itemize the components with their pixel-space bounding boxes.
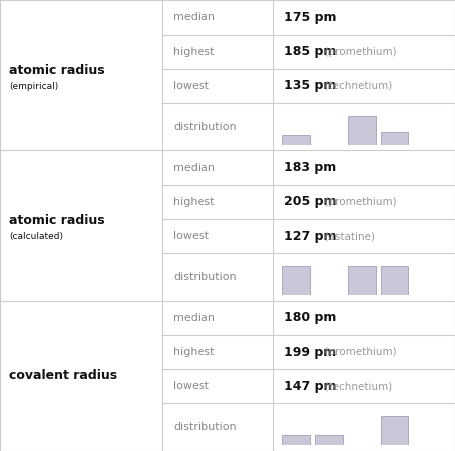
Text: (astatine): (astatine) bbox=[318, 231, 375, 241]
Text: (technetium): (technetium) bbox=[318, 381, 392, 391]
Text: 175 pm: 175 pm bbox=[284, 11, 337, 24]
Text: 147 pm: 147 pm bbox=[284, 380, 337, 393]
Text: atomic radius: atomic radius bbox=[9, 215, 105, 227]
Text: (technetium): (technetium) bbox=[318, 81, 392, 91]
Text: 183 pm: 183 pm bbox=[284, 161, 337, 174]
Text: lowest: lowest bbox=[173, 231, 209, 241]
Text: distribution: distribution bbox=[173, 422, 237, 432]
Text: median: median bbox=[173, 12, 215, 23]
Text: covalent radius: covalent radius bbox=[9, 369, 117, 382]
Text: 180 pm: 180 pm bbox=[284, 311, 337, 324]
Text: 127 pm: 127 pm bbox=[284, 230, 337, 243]
Text: (promethium): (promethium) bbox=[318, 347, 397, 357]
Text: lowest: lowest bbox=[173, 81, 209, 91]
Text: median: median bbox=[173, 162, 215, 173]
Text: highest: highest bbox=[173, 46, 214, 57]
Text: (empirical): (empirical) bbox=[9, 82, 58, 91]
Text: (promethium): (promethium) bbox=[318, 46, 397, 57]
Text: (calculated): (calculated) bbox=[9, 232, 63, 241]
Text: atomic radius: atomic radius bbox=[9, 64, 105, 77]
Text: 205 pm: 205 pm bbox=[284, 195, 337, 208]
Text: 185 pm: 185 pm bbox=[284, 45, 337, 58]
Text: lowest: lowest bbox=[173, 381, 209, 391]
Text: (promethium): (promethium) bbox=[318, 197, 397, 207]
Text: distribution: distribution bbox=[173, 122, 237, 132]
Text: distribution: distribution bbox=[173, 272, 237, 282]
Text: 135 pm: 135 pm bbox=[284, 79, 337, 92]
Text: highest: highest bbox=[173, 347, 214, 357]
Text: median: median bbox=[173, 313, 215, 323]
Text: 199 pm: 199 pm bbox=[284, 345, 337, 359]
Text: highest: highest bbox=[173, 197, 214, 207]
